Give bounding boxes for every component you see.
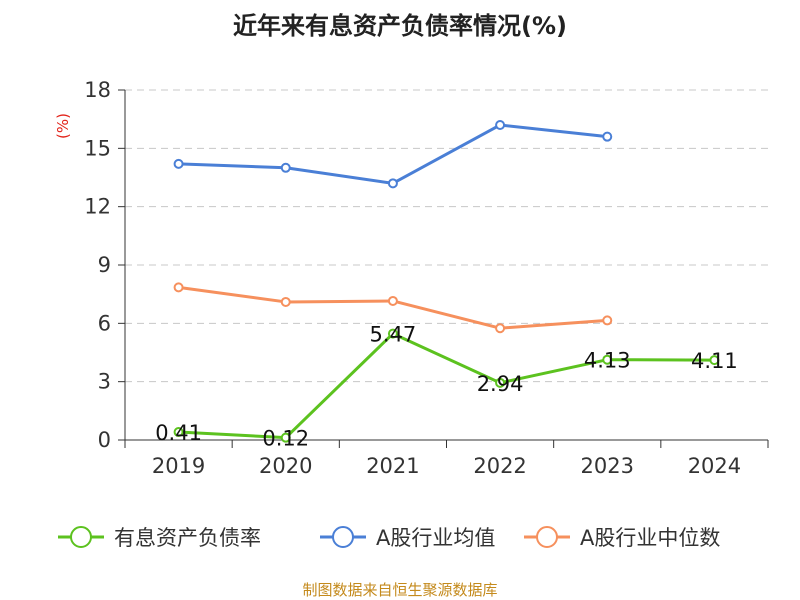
- x-tick-label: 2023: [581, 454, 634, 478]
- data-label: 5.47: [370, 323, 417, 347]
- data-point[interactable]: [602, 131, 613, 142]
- source-note: 制图数据来自恒生聚源数据库: [302, 581, 497, 599]
- data-point[interactable]: [387, 328, 398, 339]
- data-label: 2.94: [477, 372, 524, 396]
- data-label: 4.13: [584, 349, 631, 373]
- legend-marker: [332, 526, 354, 548]
- data-label: 0.41: [155, 421, 202, 445]
- axes: 0 3 6 9 12 15 18 2019 2020 2021 2022 2023 2024: [84, 78, 769, 478]
- data-point[interactable]: [495, 120, 506, 130]
- data-point[interactable]: [173, 427, 184, 438]
- data-point[interactable]: [709, 355, 720, 366]
- series-2: [173, 282, 613, 334]
- x-tick-label: 2021: [366, 454, 419, 478]
- x-tick-label: 2019: [152, 454, 205, 478]
- y-tick-label: 15: [84, 136, 111, 160]
- data-point[interactable]: [495, 323, 506, 334]
- y-tick-label: 6: [98, 311, 111, 335]
- data-point[interactable]: [602, 354, 613, 365]
- legend-item[interactable]: A股行业中位数: [524, 526, 720, 550]
- series-0: [173, 328, 720, 443]
- x-tick-label: 2024: [688, 454, 741, 478]
- legend-marker: [536, 526, 558, 548]
- legend-label: 有息资产负债率: [114, 526, 261, 550]
- y-tick-label: 12: [84, 195, 111, 219]
- data-point[interactable]: [173, 158, 184, 169]
- x-tick-label: 2022: [473, 454, 526, 478]
- data-point[interactable]: [280, 162, 291, 173]
- series-1: [173, 120, 613, 189]
- legend-label: A股行业中位数: [580, 526, 720, 550]
- data-point[interactable]: [173, 282, 184, 293]
- data-point[interactable]: [495, 377, 506, 388]
- legend[interactable]: 有息资产负债率 A股行业均值 A股行业中位数: [58, 526, 720, 550]
- y-axis-label: (%): [54, 113, 72, 139]
- y-tick-label: 0: [98, 428, 111, 452]
- chart-title: 近年来有息资产负债率情况(%): [233, 12, 567, 40]
- legend-item[interactable]: A股行业均值: [320, 526, 495, 550]
- data-point[interactable]: [602, 315, 613, 326]
- data-point[interactable]: [280, 432, 291, 443]
- data-label: 0.12: [262, 427, 309, 451]
- series-line: [178, 332, 715, 440]
- series-layer: [173, 120, 720, 443]
- y-tick-label: 3: [98, 370, 111, 394]
- data-label: 4.11: [691, 349, 738, 373]
- legend-item[interactable]: 有息资产负债率: [58, 526, 261, 550]
- y-tick-label: 18: [84, 78, 111, 102]
- y-tick-label: 9: [98, 253, 111, 277]
- series-line: [178, 123, 608, 185]
- data-labels: 0.41 0.12 5.47 2.94 4.13 4.11: [155, 323, 738, 451]
- grid: [125, 89, 768, 383]
- legend-label: A股行业均值: [376, 526, 495, 550]
- legend-marker: [70, 526, 92, 548]
- x-tick-label: 2020: [259, 454, 312, 478]
- data-point[interactable]: [280, 296, 291, 307]
- data-point[interactable]: [387, 295, 398, 306]
- data-point[interactable]: [387, 178, 398, 189]
